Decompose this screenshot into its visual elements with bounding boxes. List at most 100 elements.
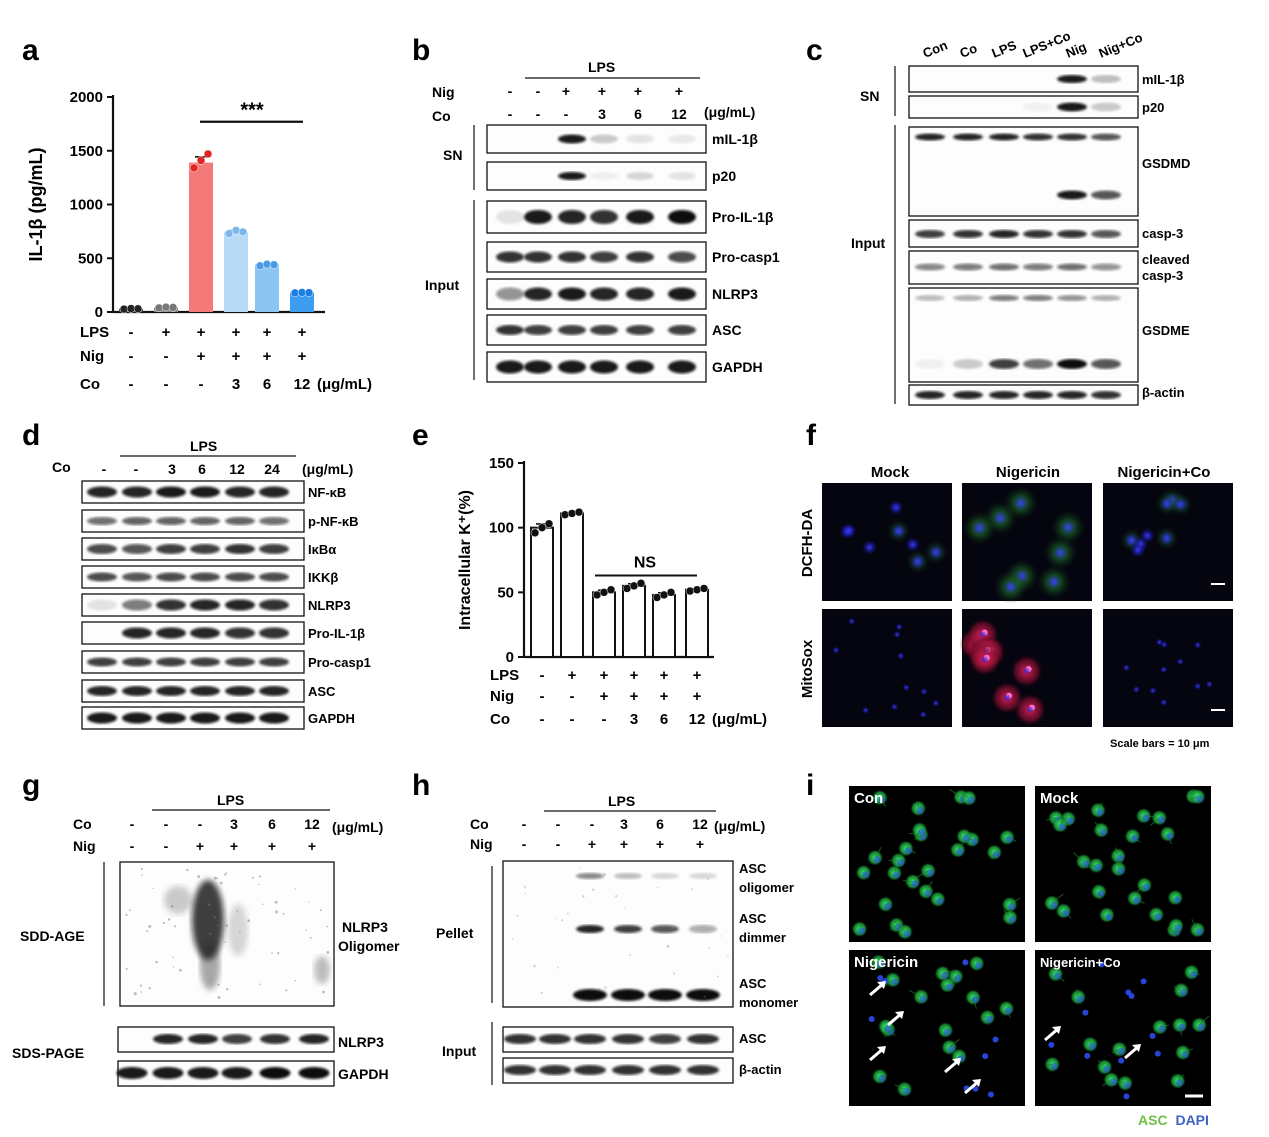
blot-g-speckle	[207, 903, 211, 906]
i-nucleus	[1098, 961, 1105, 968]
blot-b-band	[668, 360, 696, 374]
blot-d-band-label: p-NF-κB	[308, 514, 359, 529]
blot-c-band	[1023, 133, 1053, 141]
blot-c-lane-label: Co	[958, 40, 980, 60]
f-tile	[822, 609, 952, 727]
blot-h-pellet-box	[502, 860, 734, 1008]
blot-g: LPS Co Nig - - - 3 6 12 - - + + + + (μg/mL) SDD-AGE…	[12, 792, 400, 1087]
blot-d-band	[87, 572, 117, 582]
i-nucleus	[1128, 992, 1135, 999]
i-nucleus	[1195, 928, 1203, 936]
blot-c-band	[1057, 359, 1087, 369]
blot-h-band-asc-oligomer-1: ASC	[739, 861, 767, 876]
f-nucleus	[1149, 687, 1157, 695]
blot-b-mark-co: 12	[671, 106, 687, 122]
blot-d-band	[190, 712, 220, 724]
significance-label: ***	[240, 100, 264, 122]
data-point	[560, 510, 570, 519]
i-nucleus	[1140, 978, 1147, 985]
blot-d-band	[156, 686, 186, 696]
blot-b-band	[668, 287, 696, 301]
i-nucleus	[1004, 1006, 1012, 1014]
blot-g-smear	[192, 880, 224, 960]
data-point	[606, 585, 616, 594]
blot-g-mark-co: -	[164, 816, 169, 832]
mark-co: 6	[660, 711, 668, 728]
blot-h-band-actin: β-actin	[739, 1062, 782, 1077]
blot-d-band	[259, 712, 289, 724]
blot-b-band	[668, 325, 696, 335]
blot-g-oligomer-box	[119, 861, 335, 1007]
blot-c-band	[1091, 295, 1121, 301]
blot-c-band	[1091, 190, 1121, 200]
blot-h-speckle	[579, 867, 581, 869]
i-process	[874, 847, 882, 858]
blot-g-speckle	[148, 924, 152, 928]
blot-g-smear	[200, 940, 220, 990]
i-nucleus	[992, 1036, 999, 1043]
bar	[530, 526, 554, 659]
blot-g-speckle	[305, 929, 308, 931]
f-nucleus	[1013, 496, 1028, 511]
panel-letter-a: a	[22, 34, 39, 67]
blot-g-speckle	[224, 873, 227, 876]
blot-b-band	[626, 172, 654, 180]
i-process	[1114, 847, 1119, 857]
blot-h-speckle	[656, 886, 659, 889]
blot-g-speckle	[186, 868, 189, 872]
blot-d-band	[87, 657, 117, 667]
blot-d-band	[225, 572, 255, 582]
blot-h-band-asc-monomer-1: ASC	[739, 976, 767, 991]
panel-letter-e: e	[412, 419, 429, 452]
i-nucleus	[1158, 1025, 1166, 1033]
blot-h-band	[539, 1034, 571, 1044]
blot-h-section-pellet: Pellet	[436, 925, 474, 941]
blot-b-band-label: ASC	[712, 322, 742, 338]
i-process	[1191, 918, 1198, 931]
f-scale-label: Scale bars = 10 μm	[1110, 738, 1210, 750]
mark-lps: -	[129, 324, 134, 341]
i-nucleus	[1133, 896, 1141, 904]
blot-c-lane-label: Con	[921, 37, 950, 60]
blot-b-band	[496, 325, 524, 335]
blot-h-mark-co: 3	[620, 816, 628, 832]
blot-b-band	[668, 251, 696, 263]
bar	[560, 512, 584, 658]
data-point	[530, 528, 540, 538]
i-process	[949, 789, 962, 798]
blot-b-band	[626, 325, 654, 335]
blot-b-band	[496, 287, 524, 301]
blot-h-speckle	[516, 914, 519, 917]
i-nucleus	[876, 960, 884, 968]
blot-h-speckle	[566, 912, 569, 915]
i-process	[1150, 817, 1160, 826]
blot-c-band	[915, 230, 945, 238]
i-nucleus	[970, 838, 978, 846]
blot-g-speckle	[258, 883, 260, 886]
i-nucleus	[1142, 814, 1150, 822]
f-nucleus	[895, 623, 903, 631]
y-axis-label: Intracellular K⁺(%)	[457, 490, 474, 630]
blot-b-band	[590, 287, 618, 301]
blot-g-speckle	[217, 996, 221, 999]
blot-c-band	[1091, 391, 1121, 399]
y-tick-label: 100	[489, 520, 514, 537]
blot-h-speckle	[708, 946, 711, 949]
i-arrow-head	[952, 1058, 961, 1066]
blot-h-speckle	[524, 885, 527, 888]
blot-g-speckle	[213, 876, 217, 880]
blot-d-band-label: GAPDH	[308, 711, 355, 726]
i-nucleus	[1062, 909, 1070, 917]
blot-d-band	[190, 627, 220, 639]
blot-h-speckle	[673, 972, 676, 975]
blot-d-band	[259, 627, 289, 639]
blot-b-band	[590, 172, 618, 180]
blot-b-band	[558, 210, 586, 224]
blot-g-speckle	[216, 924, 219, 927]
blot-d-band	[122, 544, 152, 554]
i-nucleus	[1154, 1050, 1161, 1057]
i-nucleus	[884, 1024, 892, 1032]
i-arrow-head	[877, 1046, 886, 1054]
f-nucleus	[932, 699, 940, 707]
blot-g-mark-nig: +	[230, 838, 238, 854]
